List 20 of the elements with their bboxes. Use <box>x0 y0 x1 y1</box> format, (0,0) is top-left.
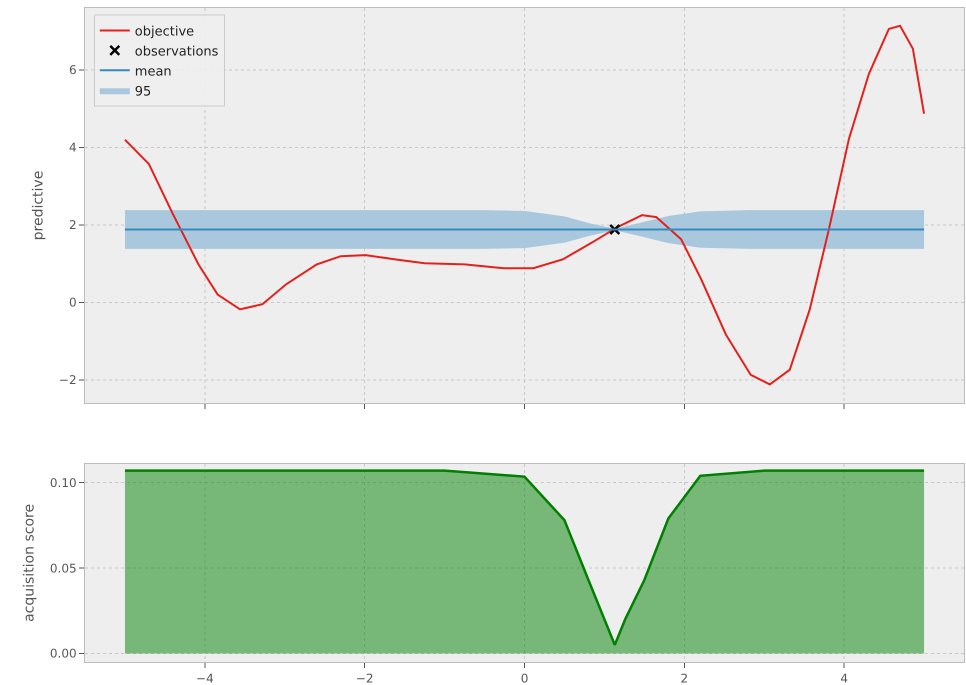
legend-label: objective <box>134 24 194 40</box>
x-tick-label: 2 <box>680 671 688 685</box>
x-tick-label: −2 <box>356 671 374 685</box>
y-tick-label: 6 <box>68 63 77 78</box>
y-axis-title: predictive <box>30 170 46 240</box>
x-tick-label: 4 <box>840 671 848 685</box>
y-tick-label: 0 <box>68 296 77 310</box>
y-tick-label: 0.00 <box>50 646 77 661</box>
y-axis-title: acquisition score <box>21 504 38 622</box>
x-tick-label: 0 <box>520 671 528 685</box>
x-tick-label: −4 <box>196 671 214 685</box>
y-tick-label: −2 <box>58 372 77 387</box>
legend-label: observations <box>134 44 219 60</box>
y-tick-label: 0.05 <box>50 561 77 576</box>
legend-label: mean <box>134 64 172 80</box>
y-tick-label: 4 <box>68 140 77 155</box>
y-tick-label: 2 <box>68 218 77 232</box>
line-series <box>124 24 926 386</box>
legend-label: 95 <box>134 84 152 100</box>
y-tick-label: 0.10 <box>50 476 77 490</box>
